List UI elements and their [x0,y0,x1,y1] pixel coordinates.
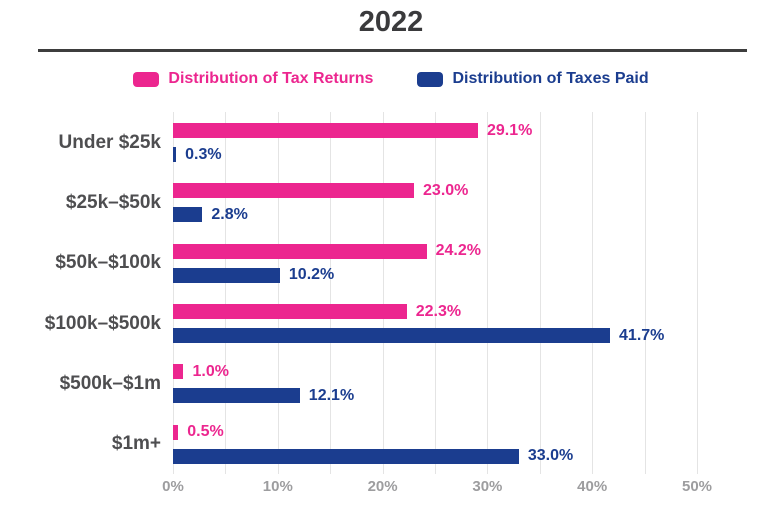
bar-value-label: 0.5% [187,423,224,441]
bar-paid [173,207,203,223]
bar-value-label: 0.3% [185,145,222,163]
category-label: Under $25k [58,131,161,153]
x-tick-label: 0% [162,478,184,495]
chart-title: 2022 [358,6,424,38]
legend-label: Distribution of Taxes Paid [452,70,649,87]
bar-paid [173,388,300,404]
category-label: $1m+ [111,433,161,455]
x-tick-label: 20% [367,478,398,495]
bar-value-label: 24.2% [435,242,481,260]
bar-paid [173,147,177,162]
bar-paid [173,267,280,283]
bar-value-label: 12.1% [308,386,355,404]
bar-returns [173,304,407,319]
x-tick-label: 30% [472,478,503,495]
bar-returns [173,243,427,259]
bar-value-label: 1.0% [192,362,229,380]
x-axis: 0% 10% 20% 30% 40% 50% [0,474,782,504]
bar-returns [173,424,179,440]
bar-value-label: 33.0% [527,447,574,465]
gridline-30pct [487,112,489,474]
legend: Distribution of Tax Returns Distribution… [0,70,782,88]
bar-value-label: 29.1% [486,121,533,139]
legend-item-tax-returns: Distribution of Tax Returns [133,70,373,88]
bar-returns [173,123,478,138]
category-label: $100k–$500k [44,312,161,334]
gridline-15pct [330,112,332,474]
legend-swatch-navy [417,71,444,87]
bar-returns [173,364,184,380]
gridline-45pct [644,112,646,474]
gridline-20pct [382,112,384,474]
x-tick-label: 40% [577,478,608,495]
bar-value-label: 22.3% [415,302,462,320]
bar-paid [173,328,611,343]
title-divider [38,49,747,52]
category-label: $50k–$100k [55,252,161,274]
legend-swatch-pink [133,71,160,87]
gridline-40pct [592,112,594,474]
bar-paid [173,448,519,464]
bar-value-label: 2.8% [211,205,248,223]
bar-value-label: 41.7% [619,326,665,344]
gridline-10pct [277,112,279,474]
category-label: $500k–$1m [59,372,161,394]
legend-label: Distribution of Tax Returns [168,70,374,87]
x-tick-label: 10% [262,478,293,495]
gridline-50pct [697,112,698,474]
legend-item-taxes-paid: Distribution of Taxes Paid [417,70,649,88]
bar-value-label: 23.0% [423,181,469,199]
bar-returns [173,183,415,199]
plot-area: 29.1% 0.3% 23.0% 2.8% 24.2% 10.2% 22.3% 41.7% 1.… [173,112,698,474]
gridline-5pct [225,112,227,474]
bar-value-label: 10.2% [288,266,335,284]
gridline-25pct [435,112,436,474]
x-tick-label: 50% [681,478,713,495]
category-label: $25k–$50k [65,191,161,213]
gridline-35pct [539,112,541,474]
gridline-0pct [173,112,174,474]
